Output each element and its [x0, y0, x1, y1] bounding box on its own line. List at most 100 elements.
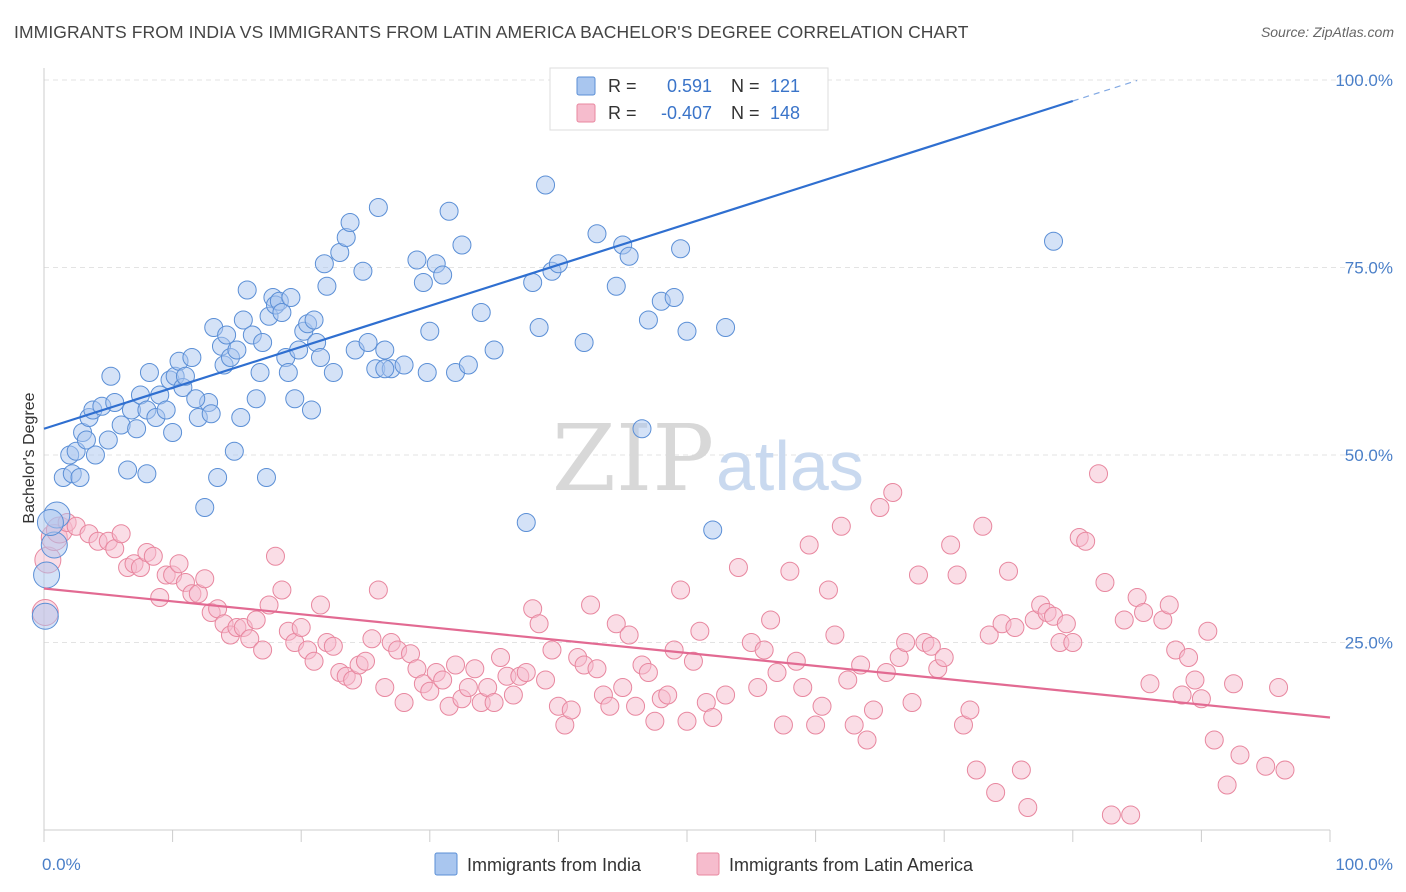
latam-point: [986, 783, 1006, 802]
latam-point: [966, 760, 986, 780]
india-point: [186, 389, 206, 409]
legend-latam-n-label: N =: [731, 103, 760, 123]
latam-point: [446, 655, 466, 675]
legend-top: R = 0.591 N = 121 R = -0.407 N = 148: [549, 67, 829, 131]
latam-point: [896, 633, 916, 652]
india-point: [317, 276, 337, 296]
latam-point: [272, 580, 292, 600]
watermark: ZIP atlas: [552, 405, 864, 512]
india-point: [118, 460, 138, 480]
source-credit: Source: ZipAtlas.com: [1260, 24, 1394, 40]
india-point: [208, 468, 228, 487]
latam-point: [812, 696, 832, 716]
latam-point: [645, 711, 665, 731]
latam-point: [638, 663, 658, 682]
india-point: [233, 310, 253, 330]
india-point: [33, 561, 61, 589]
latam-point: [818, 580, 838, 600]
latam-point: [979, 625, 999, 645]
latam-point: [433, 670, 453, 690]
india-point: [716, 318, 736, 337]
latam-point: [503, 685, 523, 705]
india-point: [281, 288, 301, 307]
india-point: [323, 363, 343, 382]
india-point: [340, 213, 360, 232]
latam-point: [703, 708, 723, 727]
india-point: [85, 445, 105, 465]
latam-point: [465, 659, 485, 679]
india-point: [420, 321, 440, 341]
latam-point: [780, 561, 800, 581]
latam-point: [799, 535, 819, 555]
india-trend-line: [43, 99, 1074, 430]
legend-latam-r-label: R =: [608, 103, 637, 123]
india-point: [664, 288, 684, 307]
india-point: [250, 363, 270, 382]
india-point: [201, 404, 221, 424]
latam-point: [844, 715, 864, 735]
latam-point: [857, 730, 877, 750]
latam-point: [1204, 730, 1224, 750]
latam-point: [825, 625, 845, 645]
x-tick-label-0: 0.0%: [42, 855, 81, 874]
india-point: [606, 276, 626, 296]
latam-point: [1076, 531, 1096, 551]
latam-point: [1159, 595, 1179, 615]
india-point: [256, 468, 276, 487]
latam-point: [613, 678, 633, 697]
india-point: [156, 400, 176, 420]
india-point: [195, 498, 215, 517]
latam-point: [240, 629, 260, 649]
india-point: [70, 468, 90, 487]
latam-point: [1179, 648, 1199, 667]
india-point: [375, 340, 395, 360]
chart-title: IMMIGRANTS FROM INDIA VS IMMIGRANTS FROM…: [14, 22, 969, 42]
india-point: [76, 430, 96, 450]
latam-point: [1114, 610, 1134, 630]
latam-point: [838, 670, 858, 690]
latam-point: [1224, 674, 1244, 694]
y-tick-label-3: 100.0%: [1335, 71, 1393, 90]
india-point: [217, 325, 237, 345]
india-point: [137, 464, 157, 484]
india-point: [253, 333, 273, 352]
latam-point: [883, 483, 903, 502]
latam-point: [1275, 760, 1295, 780]
latam-point: [1256, 756, 1276, 776]
latam-point: [484, 693, 504, 712]
india-trend-extension: [1072, 79, 1138, 102]
india-point: [98, 430, 118, 450]
legend-latam-r-value: -0.407: [661, 103, 712, 123]
latam-point: [1011, 760, 1031, 780]
latam-point: [259, 595, 279, 615]
india-point: [458, 355, 478, 375]
latam-point: [143, 546, 163, 566]
latam-point: [748, 678, 768, 697]
axes: [43, 68, 1331, 842]
india-point: [353, 261, 373, 281]
india-point: [304, 310, 324, 330]
latam-point: [716, 685, 736, 705]
india-point: [407, 250, 427, 270]
latam-point: [491, 648, 511, 667]
latam-point: [169, 554, 189, 574]
india-point: [310, 348, 330, 367]
india-point: [677, 321, 697, 341]
latam-point: [1217, 775, 1237, 795]
latam-point: [941, 535, 961, 555]
india-point: [671, 239, 691, 259]
india-point: [1044, 231, 1064, 251]
india-point: [368, 198, 388, 217]
latam-point: [310, 595, 330, 615]
bottom-legend-latam-label: Immigrants from Latin America: [729, 855, 974, 875]
latam-point: [683, 651, 703, 671]
india-point: [101, 366, 121, 386]
latam-point: [863, 700, 883, 720]
legend-bottom: Immigrants from India Immigrants from La…: [434, 852, 974, 876]
latam-point: [1198, 621, 1218, 641]
latam-point: [1134, 603, 1154, 622]
latam-point: [1095, 573, 1115, 592]
latam-point: [671, 580, 691, 600]
india-point: [452, 235, 472, 255]
